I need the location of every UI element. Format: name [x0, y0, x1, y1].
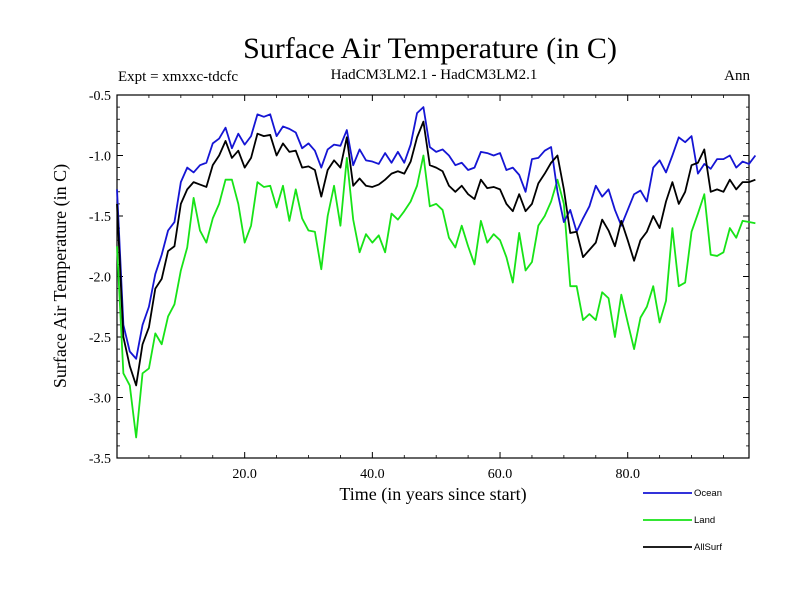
- y-axis: -0.5 -1.0 -1.5 -2.0 -2.5 -3.0 -3.5: [89, 89, 749, 467]
- legend: Ocean Land AllSurf: [643, 488, 722, 553]
- y-tick-label: -0.5: [89, 89, 111, 104]
- chart-title: Surface Air Temperature (in C): [243, 32, 617, 65]
- chart-subtitle-right: Ann: [724, 68, 750, 84]
- series-line-land: [116, 154, 756, 439]
- y-axis-label: Surface Air Temperature (in C): [50, 164, 71, 388]
- x-tick-label: 20.0: [232, 467, 257, 482]
- chart-subtitle-left: Expt = xmxxc-tdcfc: [118, 69, 238, 85]
- series-line-ocean: [116, 106, 757, 360]
- y-tick-label: -1.5: [89, 210, 111, 225]
- x-tick-label: 80.0: [615, 467, 640, 482]
- x-axis: 20.0 40.0 60.0 80.0: [148, 95, 724, 482]
- series-line-allsurf: [116, 120, 756, 387]
- y-tick-label: -3.0: [89, 392, 111, 407]
- x-tick-label: 60.0: [488, 467, 513, 482]
- x-axis-label: Time (in years since start): [339, 484, 526, 505]
- chart-subtitle-center: HadCM3LM2.1 - HadCM3LM2.1: [331, 67, 538, 83]
- y-tick-label: -2.0: [89, 271, 111, 286]
- legend-label-allsurf: AllSurf: [694, 542, 722, 553]
- legend-label-land: Land: [694, 515, 715, 526]
- y-tick-label: -1.0: [89, 150, 111, 165]
- series-lines: [116, 106, 757, 439]
- x-tick-label: 40.0: [360, 467, 385, 482]
- legend-label-ocean: Ocean: [694, 488, 722, 499]
- y-tick-label: -3.5: [89, 452, 111, 467]
- y-tick-label: -2.5: [89, 331, 111, 346]
